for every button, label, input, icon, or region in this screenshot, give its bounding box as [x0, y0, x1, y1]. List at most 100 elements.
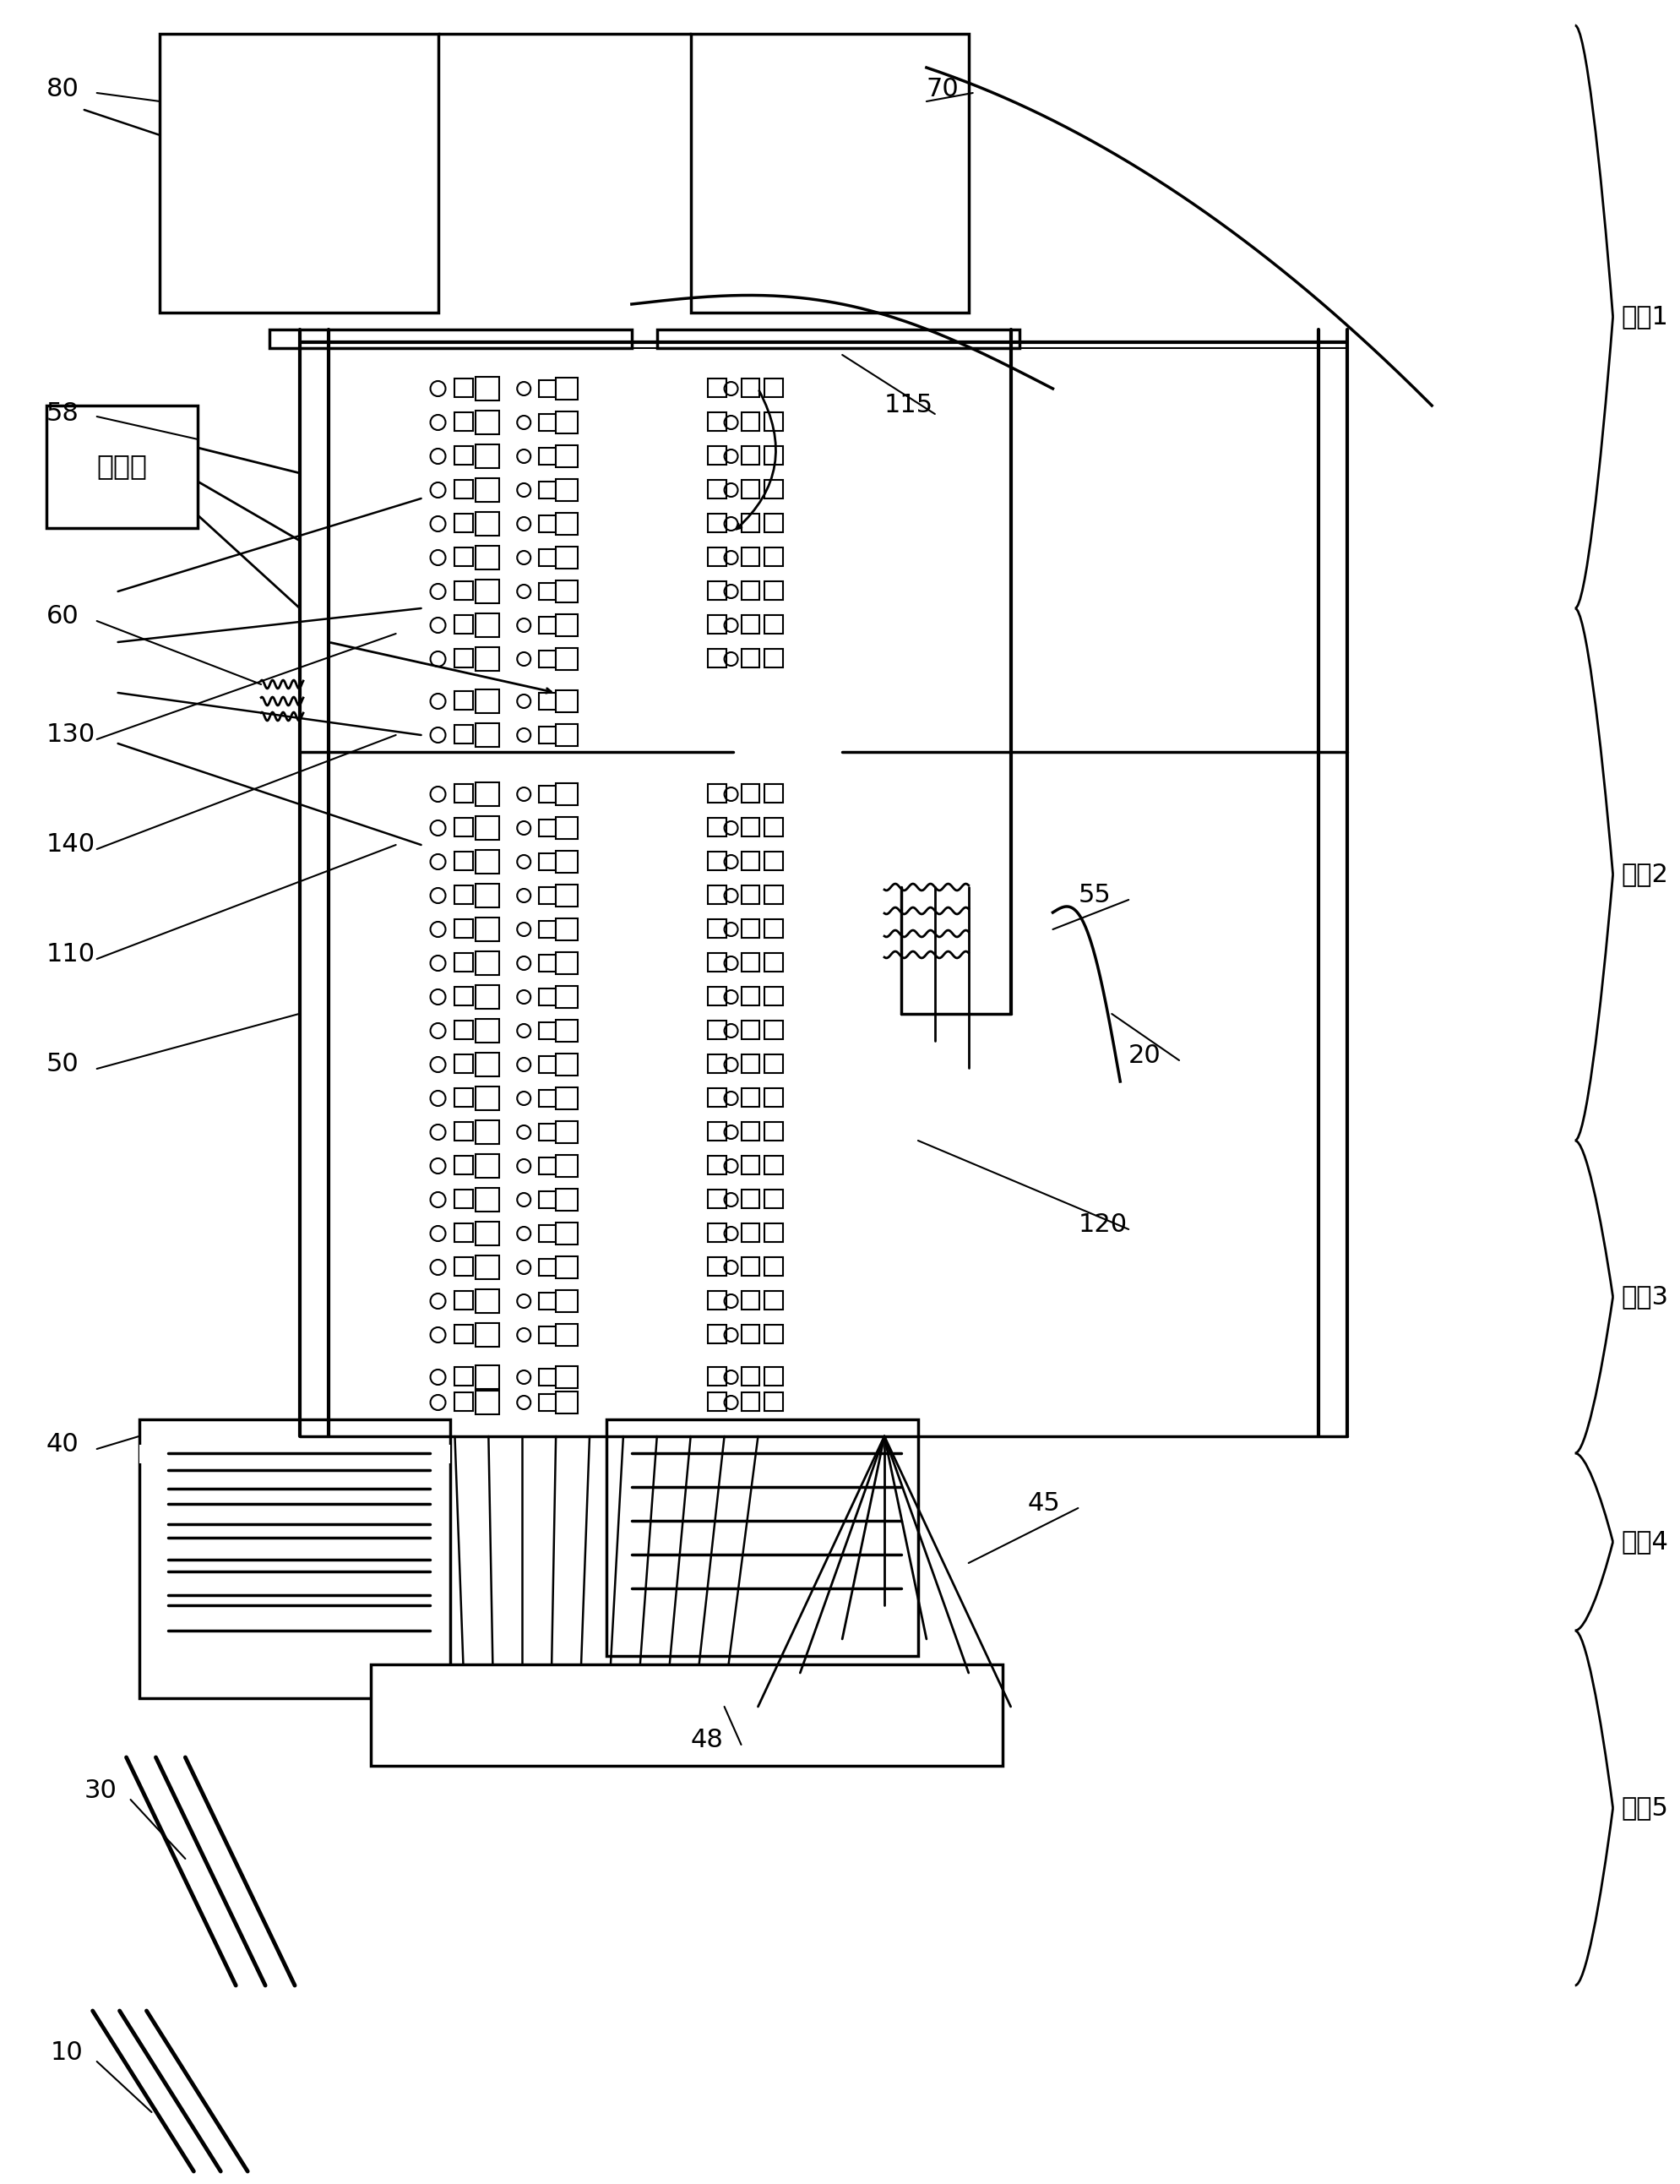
- Bar: [741, 1393, 759, 1411]
- Bar: [741, 616, 759, 633]
- Bar: [707, 1020, 726, 1040]
- Bar: [455, 446, 474, 465]
- Bar: [455, 649, 474, 668]
- Bar: [707, 548, 726, 566]
- Bar: [741, 952, 759, 972]
- Bar: [455, 1258, 474, 1275]
- Bar: [475, 579, 499, 603]
- Bar: [475, 690, 499, 712]
- Bar: [741, 480, 759, 498]
- Bar: [539, 786, 556, 804]
- Bar: [475, 1188, 499, 1212]
- Bar: [370, 1664, 1001, 1767]
- Bar: [741, 817, 759, 836]
- Bar: [556, 817, 578, 839]
- Bar: [556, 985, 578, 1009]
- Bar: [475, 1324, 499, 1348]
- Bar: [475, 411, 499, 435]
- Bar: [741, 1020, 759, 1040]
- Text: 区域3: 区域3: [1621, 1284, 1668, 1308]
- Bar: [707, 1223, 726, 1243]
- Bar: [455, 616, 474, 633]
- Bar: [707, 919, 726, 937]
- Bar: [556, 1291, 578, 1313]
- Bar: [139, 1446, 450, 1463]
- Bar: [455, 1155, 474, 1175]
- Bar: [741, 1123, 759, 1140]
- Text: 区域5: 区域5: [1621, 1795, 1668, 1819]
- Bar: [707, 987, 726, 1005]
- Bar: [741, 513, 759, 533]
- Bar: [707, 1123, 726, 1140]
- Bar: [556, 1020, 578, 1042]
- Bar: [475, 782, 499, 806]
- Bar: [539, 1057, 556, 1072]
- Bar: [539, 415, 556, 430]
- Bar: [475, 1020, 499, 1042]
- Bar: [556, 1088, 578, 1109]
- Bar: [455, 1088, 474, 1107]
- Bar: [707, 784, 726, 804]
- Bar: [455, 378, 474, 397]
- Bar: [764, 1155, 783, 1175]
- Bar: [475, 511, 499, 535]
- Bar: [764, 1367, 783, 1385]
- Bar: [539, 380, 556, 397]
- Bar: [707, 852, 726, 869]
- Bar: [139, 1420, 450, 1699]
- Bar: [741, 1190, 759, 1208]
- Bar: [455, 725, 474, 743]
- Bar: [707, 885, 726, 904]
- Bar: [539, 1022, 556, 1040]
- Bar: [539, 1258, 556, 1275]
- Bar: [606, 1420, 917, 1655]
- Text: 110: 110: [47, 943, 96, 968]
- Bar: [475, 1391, 499, 1415]
- Bar: [764, 1326, 783, 1343]
- Bar: [741, 1326, 759, 1343]
- Bar: [539, 819, 556, 836]
- Bar: [741, 413, 759, 430]
- Bar: [475, 985, 499, 1009]
- Bar: [455, 784, 474, 804]
- Bar: [475, 952, 499, 974]
- Bar: [455, 1326, 474, 1343]
- Text: 区域1: 区域1: [1621, 304, 1668, 330]
- Bar: [707, 446, 726, 465]
- Bar: [475, 1153, 499, 1177]
- Bar: [556, 446, 578, 467]
- Bar: [741, 1258, 759, 1275]
- Bar: [475, 817, 499, 841]
- Bar: [455, 1223, 474, 1243]
- Bar: [556, 478, 578, 500]
- Bar: [707, 513, 726, 533]
- Bar: [556, 581, 578, 603]
- Bar: [47, 406, 198, 529]
- Bar: [556, 1391, 578, 1413]
- Bar: [539, 483, 556, 498]
- Bar: [707, 1088, 726, 1107]
- Text: 120: 120: [1077, 1212, 1127, 1238]
- Bar: [455, 817, 474, 836]
- Bar: [741, 1055, 759, 1072]
- Bar: [707, 1291, 726, 1310]
- Bar: [741, 987, 759, 1005]
- Text: 70: 70: [926, 76, 959, 100]
- Bar: [556, 784, 578, 806]
- Bar: [455, 690, 474, 710]
- Bar: [764, 1223, 783, 1243]
- Bar: [475, 917, 499, 941]
- Bar: [539, 1090, 556, 1107]
- Bar: [707, 480, 726, 498]
- Text: 40: 40: [47, 1433, 79, 1457]
- Bar: [539, 1158, 556, 1175]
- Bar: [556, 919, 578, 941]
- Bar: [764, 1088, 783, 1107]
- Bar: [539, 1326, 556, 1343]
- Bar: [556, 1256, 578, 1278]
- Bar: [764, 1393, 783, 1411]
- Bar: [539, 1393, 556, 1411]
- Bar: [475, 1085, 499, 1109]
- Bar: [556, 1188, 578, 1210]
- Text: 130: 130: [47, 723, 96, 747]
